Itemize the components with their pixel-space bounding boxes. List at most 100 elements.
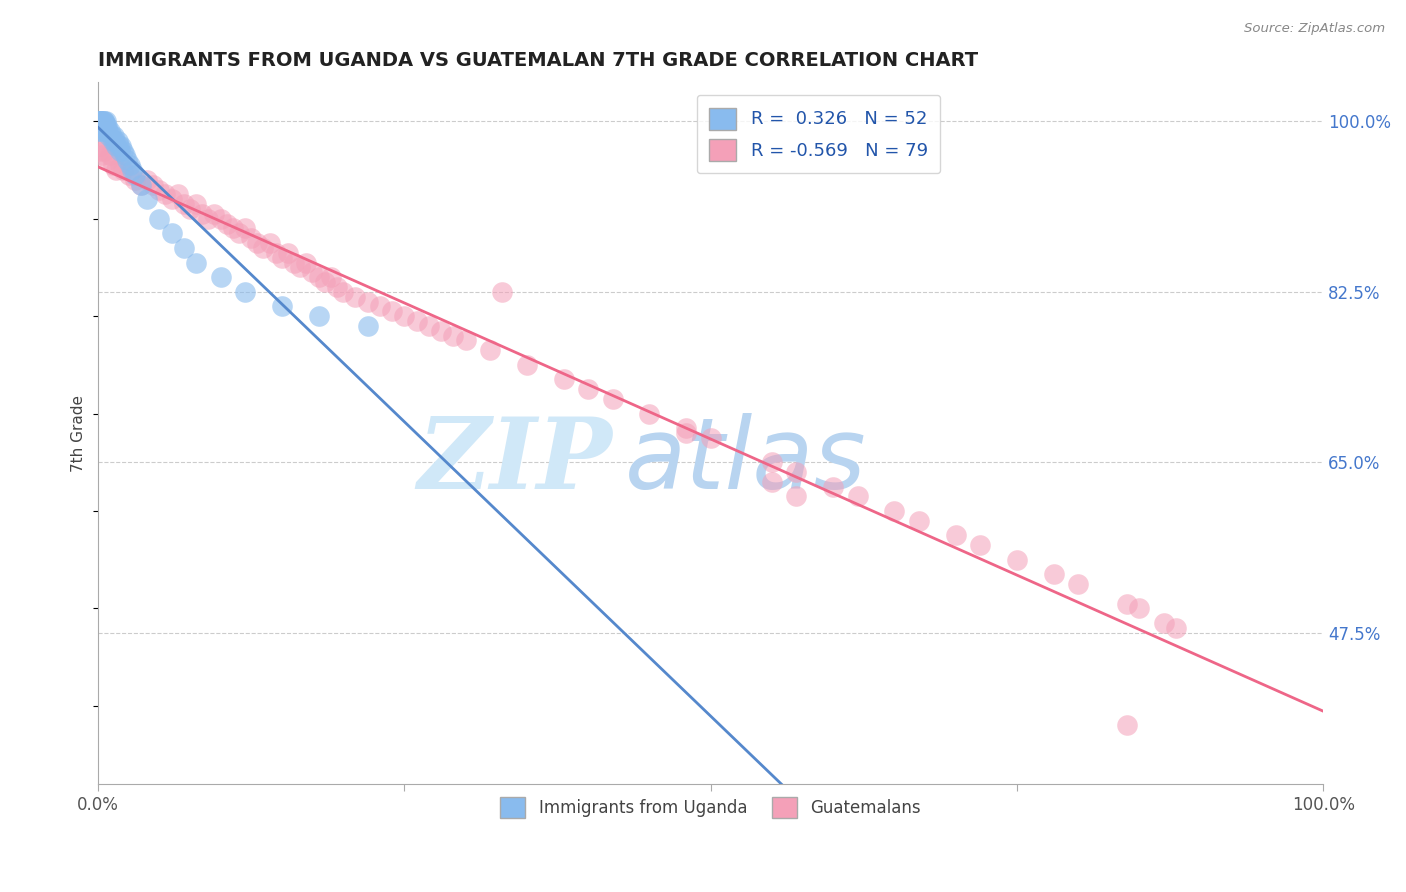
Point: [96, 119, 118, 133]
Point: [93, 119, 115, 133]
Point: [308, 270, 330, 285]
Point: [368, 299, 391, 313]
Point: [233, 221, 256, 235]
Point: [228, 227, 250, 241]
Point: [94, 124, 117, 138]
Point: [259, 236, 281, 251]
Point: [479, 343, 502, 358]
Text: atlas: atlas: [624, 413, 866, 509]
Point: [155, 187, 177, 202]
Point: [264, 245, 287, 260]
Point: [295, 255, 318, 269]
Point: [356, 294, 378, 309]
Point: [136, 192, 159, 206]
Point: [89, 144, 111, 158]
Point: [94, 114, 117, 128]
Point: [441, 328, 464, 343]
Point: [233, 285, 256, 299]
Point: [1042, 567, 1064, 582]
Point: [98, 124, 121, 138]
Point: [945, 528, 967, 542]
Point: [121, 163, 143, 178]
Point: [846, 489, 869, 503]
Text: ZIP: ZIP: [418, 413, 613, 509]
Point: [638, 407, 661, 421]
Point: [89, 114, 111, 128]
Point: [148, 182, 170, 196]
Point: [94, 124, 117, 138]
Point: [1116, 718, 1139, 732]
Point: [332, 285, 354, 299]
Point: [89, 114, 111, 128]
Point: [184, 197, 207, 211]
Point: [675, 425, 697, 440]
Point: [124, 168, 146, 182]
Point: [761, 475, 783, 489]
Point: [430, 324, 453, 338]
Point: [823, 480, 845, 494]
Point: [97, 128, 120, 143]
Point: [90, 119, 112, 133]
Point: [111, 163, 134, 178]
Point: [602, 392, 624, 406]
Point: [94, 116, 117, 130]
Point: [179, 202, 201, 216]
Point: [215, 217, 238, 231]
Point: [111, 144, 134, 158]
Point: [209, 211, 232, 226]
Point: [785, 489, 807, 503]
Point: [204, 207, 226, 221]
Point: [883, 504, 905, 518]
Point: [160, 192, 183, 206]
Point: [87, 124, 110, 138]
Point: [93, 114, 115, 128]
Point: [246, 236, 269, 251]
Point: [89, 116, 111, 130]
Point: [90, 124, 112, 138]
Point: [319, 270, 342, 285]
Point: [675, 421, 697, 435]
Point: [418, 318, 440, 333]
Point: [90, 119, 112, 133]
Point: [89, 114, 111, 128]
Point: [105, 163, 128, 178]
Point: [356, 318, 378, 333]
Point: [97, 124, 120, 138]
Point: [101, 158, 124, 172]
Y-axis label: 7th Grade: 7th Grade: [72, 394, 86, 472]
Point: [576, 382, 599, 396]
Point: [114, 148, 136, 162]
Point: [108, 144, 131, 158]
Point: [101, 134, 124, 148]
Point: [90, 114, 112, 128]
Point: [394, 309, 416, 323]
Point: [785, 465, 807, 479]
Point: [118, 158, 141, 172]
Point: [1116, 597, 1139, 611]
Point: [209, 270, 232, 285]
Point: [1067, 577, 1090, 591]
Point: [100, 128, 122, 143]
Point: [184, 255, 207, 269]
Point: [173, 197, 195, 211]
Point: [1128, 601, 1150, 615]
Point: [553, 372, 575, 386]
Point: [89, 114, 111, 128]
Point: [104, 134, 127, 148]
Point: [290, 260, 312, 275]
Point: [117, 153, 139, 168]
Point: [107, 134, 129, 148]
Point: [761, 455, 783, 469]
Point: [516, 358, 538, 372]
Point: [222, 221, 245, 235]
Point: [314, 275, 336, 289]
Point: [277, 245, 299, 260]
Text: Source: ZipAtlas.com: Source: ZipAtlas.com: [1244, 22, 1385, 36]
Point: [108, 158, 131, 172]
Point: [405, 314, 427, 328]
Point: [103, 128, 125, 143]
Point: [90, 148, 112, 162]
Point: [908, 514, 931, 528]
Point: [136, 173, 159, 187]
Point: [166, 187, 188, 202]
